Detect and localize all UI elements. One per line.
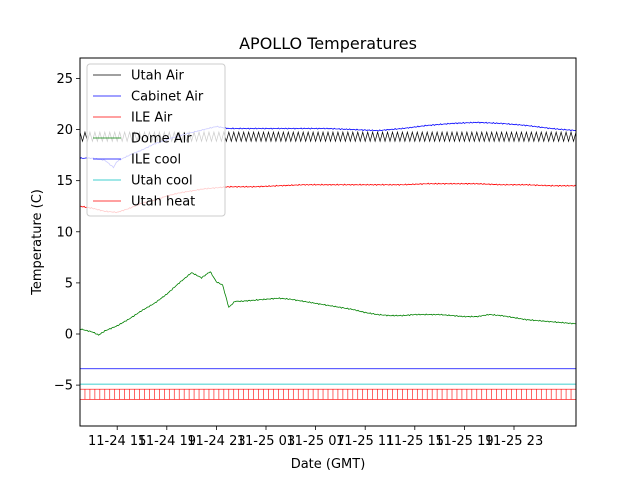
chart-title: APOLLO Temperatures xyxy=(239,34,417,53)
x-axis-label: Date (GMT) xyxy=(291,457,366,472)
x-tick-label: 11-24 19 xyxy=(138,434,196,449)
x-tick-label: 11-25 11 xyxy=(336,434,394,449)
y-tick-label: −5 xyxy=(54,379,73,394)
x-tick-label: 11-25 23 xyxy=(485,434,543,449)
legend-label: Utah Air xyxy=(131,69,184,84)
y-tick-label: 25 xyxy=(56,72,73,87)
y-tick-label: 15 xyxy=(56,174,73,189)
x-tick-label: 11-25 15 xyxy=(386,434,444,449)
legend-label: ILE cool xyxy=(131,153,181,168)
plot-frame xyxy=(79,57,577,427)
y-axis-label: Temperature (C) xyxy=(30,189,45,296)
x-tick-label: 11-25 19 xyxy=(435,434,493,449)
y-tick-label: 5 xyxy=(65,276,73,291)
y-axis: −5 0 5 10 15 20 25 xyxy=(54,72,80,394)
legend-label: Utah heat xyxy=(131,195,195,210)
y-tick-label: 0 xyxy=(65,328,73,343)
x-tick-label: 11-24 15 xyxy=(88,434,146,449)
x-tick-label: 11-24 23 xyxy=(187,434,245,449)
series-line-dome-air xyxy=(80,271,576,336)
x-tick-label: 11-25 03 xyxy=(237,434,295,449)
legend-box xyxy=(86,63,226,217)
x-tick-label: 11-25 07 xyxy=(286,434,344,449)
series-line-utah-heat xyxy=(80,388,576,400)
legend-label: ILE Air xyxy=(131,111,173,126)
legend-label: Cabinet Air xyxy=(131,90,204,105)
y-tick-label: 20 xyxy=(56,123,73,138)
legend: Utah Air Cabinet Air ILE Air Dome Air ILE co… xyxy=(86,63,226,217)
y-tick-label: 10 xyxy=(56,225,73,240)
legend-label: Utah cool xyxy=(131,174,193,189)
legend-label: Dome Air xyxy=(131,132,192,147)
